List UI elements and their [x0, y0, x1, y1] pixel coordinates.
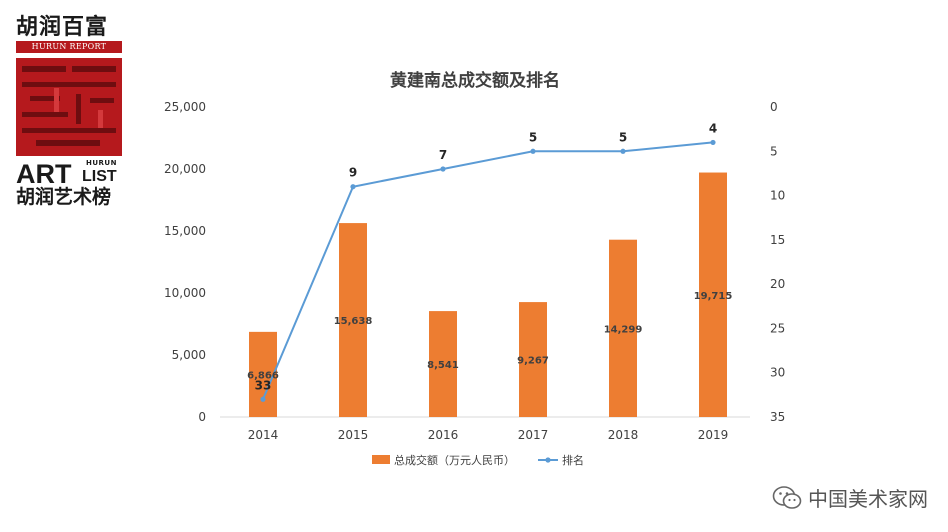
left-tick-label: 5,000 — [172, 348, 206, 362]
line-labels: 33 9 7 5 5 4 — [255, 121, 718, 392]
bar — [249, 331, 277, 417]
right-tick-label: 35 — [770, 410, 785, 424]
rank-point — [710, 139, 716, 146]
line-value-label: 9 — [349, 166, 357, 180]
left-axis: 0 5,000 10,000 15,000 20,000 25,000 — [164, 100, 206, 424]
rank-line — [262, 141, 714, 400]
line-value-label: 7 — [439, 148, 447, 162]
right-tick-label: 20 — [770, 277, 785, 291]
line-value-label: 4 — [709, 121, 717, 135]
bar-value-label: 8,541 — [427, 360, 459, 371]
left-tick-label: 10,000 — [164, 286, 206, 300]
rank-point — [530, 148, 536, 154]
rank-point — [440, 166, 446, 172]
legend-bar-swatch — [372, 455, 390, 464]
line-value-label: 33 — [255, 378, 272, 392]
x-tick-label: 2016 — [428, 428, 459, 442]
right-tick-label: 5 — [770, 144, 778, 158]
legend-bar-label: 总成交额（万元人民币） — [394, 453, 515, 467]
bar-value-label: 6,866 — [247, 370, 279, 381]
left-tick-label: 15,000 — [164, 224, 206, 238]
right-axis: 0 5 10 15 20 25 30 35 — [770, 100, 785, 424]
logo-art-text: ART — [16, 159, 72, 189]
bar-value-label: 15,638 — [334, 316, 373, 327]
right-tick-label: 15 — [770, 233, 785, 247]
left-tick-label: 0 — [198, 410, 206, 424]
line-value-label: 5 — [619, 130, 627, 144]
watermark: 中国美术家网 — [772, 483, 928, 512]
x-tick-label: 2017 — [518, 428, 549, 442]
bar — [339, 223, 367, 417]
bar-labels: 6,866 15,638 8,541 9,267 14,299 19,715 — [247, 291, 732, 382]
wechat-icon — [772, 485, 802, 509]
chart-title: 黄建南总成交额及排名 — [390, 70, 560, 91]
bar — [429, 311, 457, 417]
x-tick-label: 2014 — [248, 428, 279, 442]
rank-point — [350, 184, 356, 190]
logo-hurun-baifu: 胡润百富 — [16, 14, 109, 40]
bar-value-label: 19,715 — [694, 291, 733, 302]
bar-series — [249, 172, 727, 417]
hurun-art-list-logo: 胡润百富 HURUN REPORT ART HURUN LIST 胡润艺术榜 — [14, 14, 129, 208]
legend: 总成交额（万元人民币） 排名 — [372, 453, 584, 467]
line-value-label: 5 — [529, 130, 537, 144]
bar — [699, 172, 727, 417]
right-tick-label: 10 — [770, 189, 785, 203]
bar — [519, 302, 547, 417]
left-tick-label: 25,000 — [164, 100, 206, 114]
logo-hurun-art-list-cn: 胡润艺术榜 — [16, 186, 112, 208]
legend-line-label: 排名 — [562, 453, 584, 467]
x-axis: 2014 2015 2016 2017 2018 2019 — [248, 428, 729, 442]
bar — [609, 239, 637, 417]
rank-point — [620, 148, 626, 154]
left-tick-label: 20,000 — [164, 162, 206, 176]
logo-hurun-report: HURUN REPORT — [16, 41, 122, 53]
x-tick-label: 2018 — [608, 428, 639, 442]
logo-hurun-text: HURUN — [86, 159, 117, 167]
right-tick-label: 30 — [770, 366, 785, 380]
rank-point — [260, 396, 266, 402]
x-tick-label: 2019 — [698, 428, 729, 442]
logo-art-seal-icon — [16, 58, 122, 156]
watermark-text: 中国美术家网 — [808, 487, 928, 511]
x-tick-label: 2015 — [338, 428, 369, 442]
right-tick-label: 25 — [770, 321, 785, 335]
bar-value-label: 14,299 — [604, 324, 643, 335]
bar-value-label: 9,267 — [517, 356, 549, 367]
line-series — [260, 139, 716, 402]
logo-list-text: LIST — [82, 168, 117, 185]
legend-line-marker — [545, 457, 551, 463]
right-tick-label: 0 — [770, 100, 778, 114]
